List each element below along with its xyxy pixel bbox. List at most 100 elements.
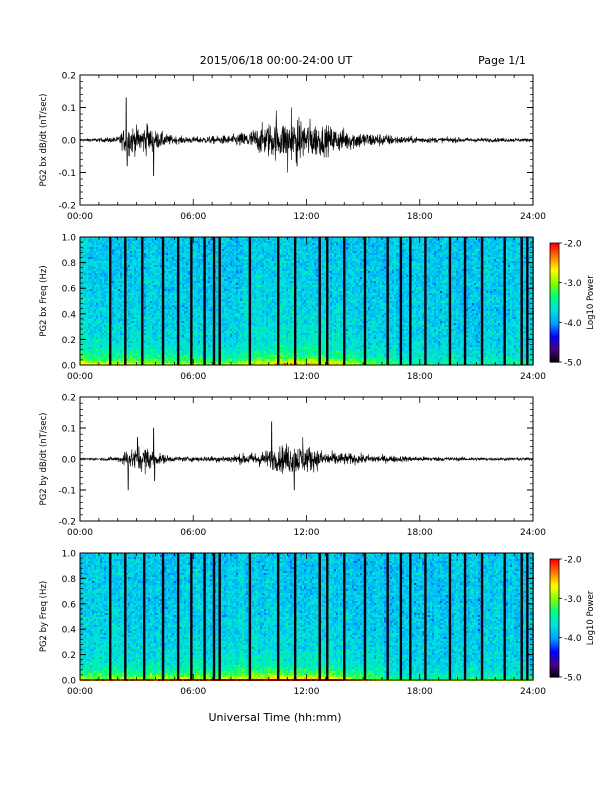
spectrogram-cell: [230, 275, 232, 277]
spectrogram-cell: [152, 349, 154, 351]
spectrogram-cell: [230, 295, 232, 297]
spectrogram-cell: [106, 357, 108, 359]
spectrogram-cell: [90, 317, 92, 319]
spectrogram-cell: [102, 255, 104, 257]
spectrogram-cell: [100, 301, 102, 303]
spectrogram-cell: [152, 303, 154, 305]
spectrogram-cell: [94, 331, 96, 333]
spectrogram-cell: [116, 315, 118, 317]
spectrogram-cell: [180, 313, 182, 315]
spectrogram-cell: [96, 269, 98, 271]
spectrogram-cell: [200, 345, 202, 347]
spectrogram-cell: [130, 339, 132, 341]
spectrogram-cell: [118, 295, 120, 297]
spectrogram-cell: [164, 269, 166, 271]
spectrogram-cell: [224, 355, 226, 357]
spectrogram-cell: [210, 283, 212, 285]
spectrogram-cell: [106, 303, 108, 305]
spectrogram-cell: [210, 349, 212, 351]
spectrogram-cell: [86, 307, 88, 309]
spectrogram-cell: [160, 329, 162, 331]
spectrogram-cell: [128, 357, 130, 359]
spectrogram-cell: [144, 303, 146, 305]
spectrogram-cell: [208, 363, 210, 365]
spectrogram-cell: [220, 299, 222, 301]
spectrogram-cell: [144, 295, 146, 297]
spectrogram-cell: [80, 253, 82, 255]
spectrogram-cell: [220, 323, 222, 325]
spectrogram-cell: [168, 309, 170, 311]
spectrogram-cell: [220, 265, 222, 267]
spectrogram-cell: [80, 265, 82, 267]
spectrogram-cell: [84, 341, 86, 343]
spectrogram-cell: [188, 359, 190, 361]
spectrogram-cell: [134, 305, 136, 307]
spectrogram-cell: [158, 249, 160, 251]
spectrogram-cell: [164, 323, 166, 325]
spectrogram-cell: [104, 251, 106, 253]
spectrogram-cell: [186, 259, 188, 261]
spectrogram-cell: [154, 293, 156, 295]
spectrogram-cell: [100, 349, 102, 351]
spectrogram-cell: [230, 343, 232, 345]
spectrogram-cell: [172, 309, 174, 311]
spectrogram-cell: [112, 357, 114, 359]
spectrogram-cell: [92, 347, 94, 349]
spectrogram-cell: [120, 267, 122, 269]
spectrogram-cell: [98, 245, 100, 247]
spectrogram-cell: [174, 289, 176, 291]
spectrogram-cell: [198, 265, 200, 267]
spectrogram-cell: [114, 319, 116, 321]
spectrogram-cell: [200, 337, 202, 339]
spectrogram-cell: [158, 303, 160, 305]
spectrogram-cell: [96, 255, 98, 257]
spectrogram-cell: [186, 295, 188, 297]
spectrogram-cell: [126, 335, 128, 337]
spectrogram-cell: [196, 249, 198, 251]
spectrogram-cell: [112, 283, 114, 285]
spectrogram-cell: [134, 237, 136, 239]
spectrogram-cell: [112, 291, 114, 293]
spectrogram-cell: [148, 271, 150, 273]
spectrogram-cell: [116, 363, 118, 365]
spectrogram-cell: [198, 263, 200, 265]
spectrogram-cell: [94, 355, 96, 357]
spectrogram-cell: [88, 361, 90, 363]
spectrogram-cell: [216, 257, 218, 259]
spectrogram-cell: [150, 357, 152, 359]
spectrogram-cell: [120, 303, 122, 305]
spectrogram-cell: [118, 339, 120, 341]
spectrogram-cell: [132, 311, 134, 313]
spectrogram-cell: [134, 311, 136, 313]
spectrogram-cell: [154, 343, 156, 345]
spectrogram-cell: [220, 239, 222, 241]
spectrogram-cell: [130, 351, 132, 353]
spectrogram-cell: [216, 327, 218, 329]
spectrogram-cell: [130, 361, 132, 363]
spectrogram-cell: [196, 329, 198, 331]
spectrogram-cell: [128, 253, 130, 255]
spectrogram-cell: [202, 257, 204, 259]
spectrogram-cell: [166, 353, 168, 355]
spectrogram-cell: [174, 255, 176, 257]
spectrogram-cell: [104, 363, 106, 365]
spectrogram-cell: [188, 273, 190, 275]
spectrogram-cell: [160, 277, 162, 279]
spectrogram-cell: [132, 293, 134, 295]
spectrogram-cell: [86, 249, 88, 251]
spectrogram-cell: [158, 245, 160, 247]
spectrogram-cell: [230, 357, 232, 359]
spectrogram-cell: [106, 253, 108, 255]
spectrogram-cell: [116, 301, 118, 303]
spectrogram-cell: [160, 323, 162, 325]
spectrogram-cell: [208, 333, 210, 335]
spectrogram-cell: [94, 345, 96, 347]
spectrogram-cell: [80, 275, 82, 277]
spectrogram-cell: [92, 247, 94, 249]
spectrogram-cell: [118, 305, 120, 307]
spectrogram-cell: [126, 257, 128, 259]
spectrogram-cell: [200, 327, 202, 329]
spectrogram-cell: [194, 237, 196, 239]
spectrogram-cell: [174, 237, 176, 239]
spectrogram-cell: [164, 287, 166, 289]
